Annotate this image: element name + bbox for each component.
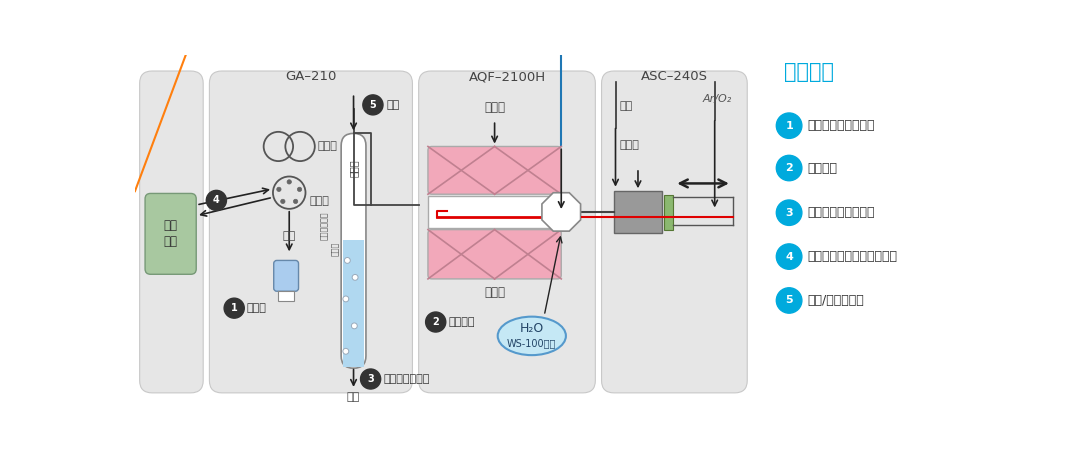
Text: Ar/O₂: Ar/O₂ <box>703 94 732 104</box>
Text: WS-100提供: WS-100提供 <box>508 339 556 349</box>
Circle shape <box>297 187 301 191</box>
Circle shape <box>361 369 380 389</box>
Text: 离子
色谱: 离子 色谱 <box>164 219 177 248</box>
Circle shape <box>287 180 292 184</box>
Text: 进样口: 进样口 <box>619 140 639 150</box>
Polygon shape <box>542 193 581 231</box>
Circle shape <box>777 244 801 269</box>
Text: ASC–240S: ASC–240S <box>640 70 707 83</box>
Text: 进样阀: 进样阀 <box>309 196 329 206</box>
Circle shape <box>342 296 349 302</box>
Circle shape <box>294 199 298 203</box>
Text: 将吸收剂泵入吸收管: 将吸收剂泵入吸收管 <box>808 119 875 132</box>
FancyBboxPatch shape <box>273 260 298 291</box>
FancyBboxPatch shape <box>145 193 197 274</box>
Text: 将吸收剂泵入离子色谱系统: 将吸收剂泵入离子色谱系统 <box>808 250 897 263</box>
Text: 5: 5 <box>785 296 793 305</box>
Text: 燃烧管: 燃烧管 <box>484 286 505 299</box>
Text: 样本燃烧: 样本燃烧 <box>448 317 474 327</box>
Text: 吸收剂吸收燃烧气体: 吸收剂吸收燃烧气体 <box>808 206 875 219</box>
FancyBboxPatch shape <box>428 147 562 194</box>
Text: 清洗: 清洗 <box>387 100 400 110</box>
Text: 吸抖产生的气体: 吸抖产生的气体 <box>383 374 430 384</box>
Text: 排干: 排干 <box>347 393 360 403</box>
Text: 取样舐: 取样舐 <box>484 101 505 114</box>
Text: GA–210: GA–210 <box>285 70 337 83</box>
Text: 5: 5 <box>369 100 376 110</box>
Text: 冲洗/清洁吸抖管: 冲洗/清洁吸抖管 <box>808 294 864 307</box>
Bar <box>279 291 294 301</box>
Text: 吸抖管路清洗: 吸抖管路清洗 <box>320 212 328 240</box>
Circle shape <box>351 323 357 329</box>
Circle shape <box>342 348 349 354</box>
Circle shape <box>363 95 383 115</box>
Bar <box>342 239 364 367</box>
Text: 工作流程: 工作流程 <box>784 62 835 82</box>
Text: 4: 4 <box>213 196 219 205</box>
FancyBboxPatch shape <box>419 71 595 393</box>
Text: H₂O: H₂O <box>519 323 544 335</box>
FancyBboxPatch shape <box>139 71 203 393</box>
Text: 吸抖管: 吸抖管 <box>332 242 340 256</box>
Circle shape <box>426 312 446 332</box>
Circle shape <box>777 113 801 138</box>
Circle shape <box>206 191 227 210</box>
Circle shape <box>281 199 285 203</box>
Circle shape <box>276 187 281 191</box>
Text: AQF–2100H: AQF–2100H <box>469 70 545 83</box>
Bar <box>613 191 662 234</box>
Circle shape <box>777 200 801 225</box>
Text: 1: 1 <box>231 303 238 313</box>
Circle shape <box>352 275 359 280</box>
Text: 2: 2 <box>432 317 440 327</box>
Circle shape <box>777 288 801 313</box>
Text: 4: 4 <box>785 252 793 261</box>
Text: 3: 3 <box>367 374 374 384</box>
Text: 1: 1 <box>785 121 793 131</box>
Text: 吸收液: 吸收液 <box>246 303 267 313</box>
Ellipse shape <box>498 317 566 355</box>
Text: 抚走: 抚走 <box>283 231 296 241</box>
Text: 氧气: 氧气 <box>619 101 633 112</box>
Bar <box>428 196 562 228</box>
FancyBboxPatch shape <box>210 71 413 393</box>
FancyBboxPatch shape <box>341 133 366 368</box>
Text: 3: 3 <box>785 207 793 218</box>
FancyBboxPatch shape <box>602 71 747 393</box>
Circle shape <box>777 155 801 181</box>
Circle shape <box>225 298 244 318</box>
Text: 吸抖管: 吸抖管 <box>349 159 359 177</box>
Text: 定量环: 定量环 <box>318 142 338 151</box>
Bar <box>663 195 673 229</box>
Text: 燃烧样本: 燃烧样本 <box>808 161 838 175</box>
Text: 2: 2 <box>785 163 793 173</box>
Circle shape <box>345 257 350 263</box>
FancyBboxPatch shape <box>428 229 562 279</box>
